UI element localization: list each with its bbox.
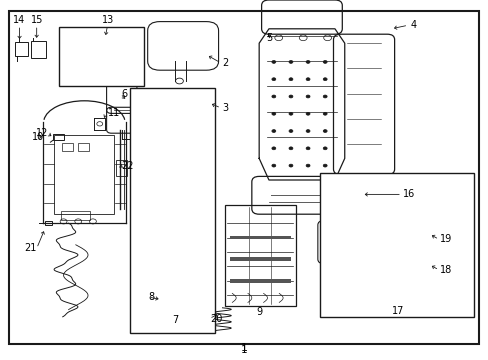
Circle shape bbox=[288, 130, 292, 132]
Circle shape bbox=[305, 60, 309, 63]
Circle shape bbox=[305, 164, 309, 167]
Circle shape bbox=[271, 147, 275, 150]
Bar bbox=[31, 41, 46, 58]
Bar bbox=[224, 205, 295, 306]
Text: 10: 10 bbox=[32, 132, 44, 142]
Text: 1: 1 bbox=[241, 343, 247, 353]
Text: 18: 18 bbox=[439, 265, 451, 275]
Circle shape bbox=[271, 130, 275, 132]
Circle shape bbox=[271, 95, 275, 98]
Circle shape bbox=[288, 60, 292, 63]
Circle shape bbox=[271, 112, 275, 115]
Circle shape bbox=[271, 60, 275, 63]
Circle shape bbox=[323, 130, 326, 132]
Text: 6: 6 bbox=[121, 89, 127, 99]
Circle shape bbox=[288, 147, 292, 150]
Text: 22: 22 bbox=[121, 161, 134, 171]
Text: 14: 14 bbox=[13, 15, 26, 25]
Circle shape bbox=[323, 147, 326, 150]
Bar bbox=[195, 102, 200, 105]
Bar bbox=[229, 279, 290, 283]
Text: 17: 17 bbox=[391, 306, 404, 316]
Bar bbox=[129, 88, 215, 333]
Circle shape bbox=[187, 315, 192, 319]
Bar bbox=[320, 173, 473, 317]
Text: 19: 19 bbox=[439, 234, 451, 244]
Text: 7: 7 bbox=[172, 315, 178, 325]
Text: 3: 3 bbox=[222, 103, 228, 113]
Bar bbox=[259, 189, 271, 202]
Bar bbox=[54, 135, 114, 214]
Bar bbox=[146, 140, 197, 304]
Circle shape bbox=[305, 130, 309, 132]
Circle shape bbox=[323, 60, 326, 63]
Circle shape bbox=[288, 95, 292, 98]
Text: 11: 11 bbox=[107, 108, 120, 118]
Bar bbox=[203, 96, 210, 101]
Text: 4: 4 bbox=[410, 20, 416, 30]
Bar bbox=[61, 211, 90, 220]
Circle shape bbox=[305, 147, 309, 150]
Text: 20: 20 bbox=[210, 314, 222, 324]
Circle shape bbox=[288, 112, 292, 115]
Circle shape bbox=[153, 315, 158, 319]
Bar bbox=[59, 27, 144, 86]
Text: 21: 21 bbox=[24, 243, 37, 253]
Bar bbox=[45, 221, 52, 225]
Circle shape bbox=[323, 78, 326, 81]
Text: 8: 8 bbox=[148, 292, 154, 302]
Bar bbox=[62, 143, 73, 151]
Text: 2: 2 bbox=[222, 58, 228, 68]
Bar bbox=[78, 143, 89, 151]
Circle shape bbox=[323, 95, 326, 98]
Bar bbox=[229, 257, 290, 261]
Bar bbox=[15, 42, 28, 56]
Circle shape bbox=[305, 78, 309, 81]
Text: 5: 5 bbox=[266, 33, 272, 43]
Text: 9: 9 bbox=[256, 307, 262, 317]
Bar bbox=[260, 191, 269, 200]
Text: 15: 15 bbox=[30, 15, 43, 25]
Circle shape bbox=[271, 78, 275, 81]
Text: 13: 13 bbox=[101, 15, 114, 25]
Circle shape bbox=[271, 164, 275, 167]
Bar bbox=[146, 140, 197, 304]
Bar bbox=[197, 102, 208, 108]
Circle shape bbox=[288, 164, 292, 167]
Text: 16: 16 bbox=[403, 189, 415, 199]
Text: 12: 12 bbox=[36, 128, 48, 138]
Circle shape bbox=[305, 112, 309, 115]
Bar bbox=[229, 236, 290, 239]
Text: 1: 1 bbox=[241, 345, 247, 355]
Bar bbox=[53, 134, 63, 140]
Bar bbox=[116, 160, 127, 176]
Circle shape bbox=[288, 78, 292, 81]
Circle shape bbox=[305, 95, 309, 98]
Circle shape bbox=[323, 164, 326, 167]
Circle shape bbox=[323, 112, 326, 115]
